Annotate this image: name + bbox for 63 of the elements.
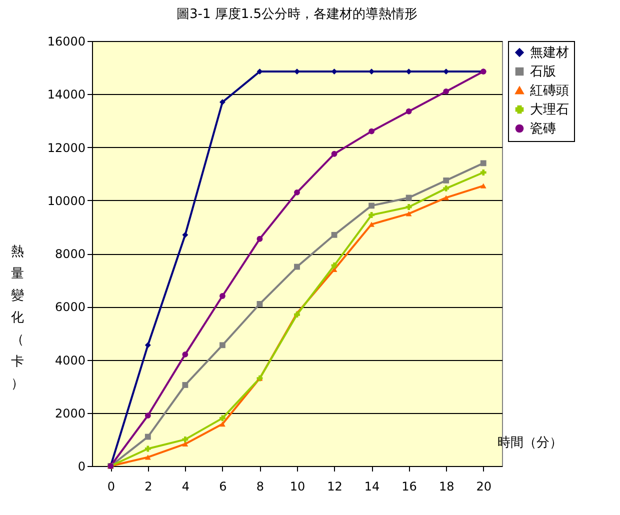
x-tick-label: 18 [438,480,454,494]
chart-title: 圖3-1 厚度1.5公分時，各建材的導熱情形 [176,6,418,22]
point [294,189,300,196]
x-tick-label: 16 [402,480,417,494]
point [443,177,450,184]
y-tick-label: 14000 [47,88,86,102]
point [144,342,151,348]
point [368,128,375,134]
legend-label: 無建材 [530,46,569,60]
point [144,446,151,452]
point [182,382,188,388]
x-tick-label: 6 [219,480,227,494]
y-tick-label: 12000 [47,140,86,155]
point [294,264,300,270]
y-tick-label: 4000 [54,353,86,368]
y-tick-label: 16000 [47,34,86,48]
x-tick-label: 8 [256,480,264,494]
y-tick-label: 10000 [47,194,86,208]
legend-label: 石版 [530,64,556,80]
point [331,232,338,238]
point [219,415,226,422]
point [480,160,486,166]
legend-label: 紅磚頭 [530,84,569,98]
point [144,454,151,460]
point [368,222,375,227]
point [443,185,450,192]
legend-label: 大理石 [530,102,569,118]
x-tick-label: 20 [476,480,492,494]
point [182,351,188,358]
point [443,88,450,94]
point [480,183,486,188]
point [256,236,263,242]
y-tick-label: 8000 [54,247,86,261]
point [144,434,151,440]
point [406,194,412,201]
y-tick-label: 0 [78,460,86,474]
point [219,99,226,106]
point [443,195,450,200]
point [219,293,226,299]
x-tick-label: 10 [290,480,306,494]
x-tick-label: 4 [182,480,190,494]
x-tick-label: 2 [144,480,152,494]
x-tick-label: 12 [327,480,342,494]
point [331,150,338,157]
x-tick-label: 0 [107,480,115,494]
x-axis-title: 時間（分） [498,436,562,450]
y-tick-label: 2000 [54,406,86,420]
point [368,202,375,209]
point [219,421,226,427]
point [256,301,263,307]
legend-label: 瓷磚 [530,122,556,136]
point [406,211,412,216]
point [480,170,486,176]
point [219,342,226,348]
point [144,412,151,418]
point [182,232,188,238]
y-axis-title: 熱量變化（卡） [11,244,24,392]
y-tick-label: 6000 [54,300,86,314]
point [406,204,412,210]
point [331,262,338,268]
x-tick-label: 14 [364,480,380,494]
point [182,436,188,442]
point [406,108,412,114]
